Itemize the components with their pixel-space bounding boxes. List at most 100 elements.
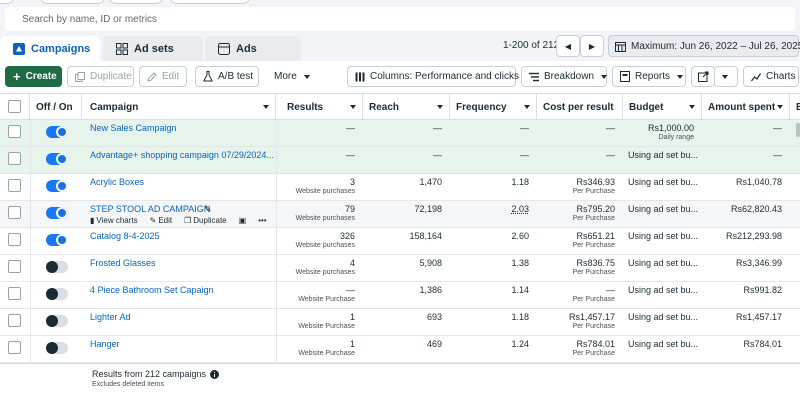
tab-ads[interactable]: Ads: [205, 36, 301, 61]
cell-spent: —: [702, 147, 790, 174]
campaign-name-link[interactable]: Lighter Ad: [90, 312, 131, 322]
select-all-checkbox[interactable]: [8, 100, 21, 113]
cell-value: Rs1,457.17: [735, 312, 782, 322]
row-checkbox[interactable]: [8, 152, 21, 165]
campaign-toggle[interactable]: [46, 180, 68, 192]
campaign-toggle[interactable]: [46, 261, 68, 273]
prev-page-button[interactable]: ◀: [556, 35, 580, 57]
table-row[interactable]: Catalog 8-4-2025 326 Website purchases 158,…: [0, 228, 800, 255]
export-button[interactable]: [691, 66, 715, 87]
row-checkbox[interactable]: [8, 287, 21, 300]
row-checkbox[interactable]: [8, 314, 21, 327]
cell-value: Rs795.20: [576, 204, 615, 214]
cell-cost: Rs651.21 Per Purchase: [537, 228, 623, 255]
col-campaign[interactable]: Campaign: [82, 94, 276, 120]
duplicate-action[interactable]: ❐ Duplicate: [184, 216, 233, 225]
campaign-name-link[interactable]: Advantage+ shopping campaign 07/29/2024.…: [90, 150, 274, 160]
cell-value: 1.24: [511, 339, 529, 349]
col-amount-spent[interactable]: Amount spent: [702, 94, 790, 120]
col-budget[interactable]: Budget: [623, 94, 702, 120]
campaign-toggle[interactable]: [46, 153, 68, 165]
col-overflow[interactable]: E: [790, 94, 800, 120]
campaign-name-link[interactable]: Frosted Glasses: [90, 258, 156, 268]
campaign-name-link[interactable]: Catalog 8-4-2025: [90, 231, 160, 241]
table-row[interactable]: Lighter Ad 1 Website Purchase 693 1.18 Rs1,45…: [0, 309, 800, 336]
breakdown-button[interactable]: Breakdown: [521, 66, 608, 87]
col-cost-per-result-label: Cost per result: [543, 101, 614, 113]
search-input[interactable]: [22, 13, 722, 25]
cell-cost: Rs836.75 Per Purchase: [537, 255, 623, 282]
table-row[interactable]: Frosted Glasses 4 Website purchases 5,908 1.…: [0, 255, 800, 282]
campaign-toggle[interactable]: [46, 315, 68, 327]
cell-subvalue: Per Purchase: [572, 242, 615, 249]
col-results[interactable]: Results: [276, 94, 363, 120]
export-dropdown-button[interactable]: [714, 66, 738, 87]
table-row[interactable]: Hanger 1 Website Purchase 469 1.24 Rs784.01 Pe…: [0, 336, 800, 363]
campaign-toggle[interactable]: [46, 126, 68, 138]
top-nav-stub: [0, 0, 14, 4]
cell-value: —: [520, 150, 529, 160]
ads-icon: [218, 42, 230, 55]
cell-value: —: [773, 150, 782, 160]
campaign-name-link[interactable]: New Sales Campaign: [90, 123, 177, 133]
edit-action[interactable]: ✎ Edit: [150, 216, 179, 225]
col-frequency-label: Frequency: [456, 101, 507, 113]
reports-button[interactable]: Reports: [612, 66, 686, 87]
table-header: Off / On Campaign Results Reach Frequenc…: [0, 93, 800, 120]
view-charts-action[interactable]: ▮ View charts: [90, 216, 144, 225]
tab-ad-sets[interactable]: Ad sets: [103, 36, 203, 61]
campaign-name-link[interactable]: Hanger: [90, 339, 120, 349]
tab-campaigns[interactable]: Campaigns: [0, 36, 100, 61]
cell-cost: Rs784.01 Per Purchase: [537, 336, 623, 363]
edit-button[interactable]: Edit: [139, 66, 187, 87]
row-checkbox[interactable]: [8, 179, 21, 192]
table-row[interactable]: Acrylic Boxes 3 Website purchases 1,470 1.18…: [0, 174, 800, 201]
next-page-button[interactable]: ▶: [580, 35, 604, 57]
campaign-name-link[interactable]: STEP STOOL AD CAMPAIGN: [90, 204, 211, 214]
col-reach-label: Reach: [369, 101, 400, 113]
more-actions-button[interactable]: •••: [258, 216, 272, 225]
row-checkbox[interactable]: [8, 341, 21, 354]
adsets-icon: [116, 42, 128, 55]
row-checkbox[interactable]: [8, 260, 21, 273]
campaign-name-link[interactable]: Acrylic Boxes: [90, 177, 145, 187]
cell-reach: 1,386: [363, 282, 450, 309]
duplicate-button[interactable]: Duplicate: [67, 66, 134, 87]
cell-value: —: [606, 123, 615, 133]
row-checkbox[interactable]: [8, 233, 21, 246]
table-row[interactable]: Advantage+ shopping campaign 07/29/2024.…: [0, 147, 800, 174]
preview-action[interactable]: ▣: [239, 216, 253, 225]
cell-spent: Rs212,293.98: [702, 228, 790, 255]
col-cost-per-result[interactable]: Cost per result: [537, 94, 623, 120]
date-range-picker[interactable]: Maximum: Jun 26, 2022 – Jul 26, 2025: [608, 35, 800, 57]
table-row[interactable]: 4 Piece Bathroom Set Capaign — Website Pur…: [0, 282, 800, 309]
pencil-icon[interactable]: ✎: [204, 204, 212, 214]
campaign-toggle[interactable]: [46, 234, 68, 246]
col-off-on[interactable]: Off / On: [30, 94, 82, 120]
cell-value: Rs1,000.00: [647, 123, 694, 133]
row-checkbox[interactable]: [8, 206, 21, 219]
more-button[interactable]: More: [266, 66, 314, 87]
charts-button[interactable]: Charts: [743, 66, 799, 87]
cell-spent: Rs3,346.99: [702, 255, 790, 282]
campaign-toggle[interactable]: [46, 288, 68, 300]
col-frequency[interactable]: Frequency: [450, 94, 537, 120]
create-button[interactable]: + Create: [5, 66, 62, 87]
cell-cost: Rs1,457.17 Per Purchase: [537, 309, 623, 336]
table-row[interactable]: New Sales Campaign — — — — — Rs1,000.00 Daily r…: [0, 120, 800, 147]
col-campaign-label: Campaign: [90, 101, 139, 113]
plus-icon: +: [13, 69, 21, 84]
cell-subvalue: Website Purchase: [298, 350, 355, 357]
create-label: Create: [25, 71, 57, 82]
campaign-toggle[interactable]: [46, 342, 68, 354]
row-checkbox[interactable]: [8, 125, 21, 138]
info-icon[interactable]: [210, 369, 220, 379]
columns-button[interactable]: Columns: Performance and clicks: [347, 66, 532, 87]
table-row[interactable]: STEP STOOL AD CAMPAIGN ✎ ▮ View charts ✎ Edit…: [0, 201, 800, 228]
horizontal-scroll-handle[interactable]: [796, 123, 800, 137]
campaign-toggle[interactable]: [46, 207, 68, 219]
campaign-name-link[interactable]: 4 Piece Bathroom Set Capaign: [90, 285, 214, 295]
col-reach[interactable]: Reach: [363, 94, 450, 120]
ab-test-button[interactable]: A/B test: [195, 66, 259, 87]
cell-value: —: [433, 150, 442, 160]
